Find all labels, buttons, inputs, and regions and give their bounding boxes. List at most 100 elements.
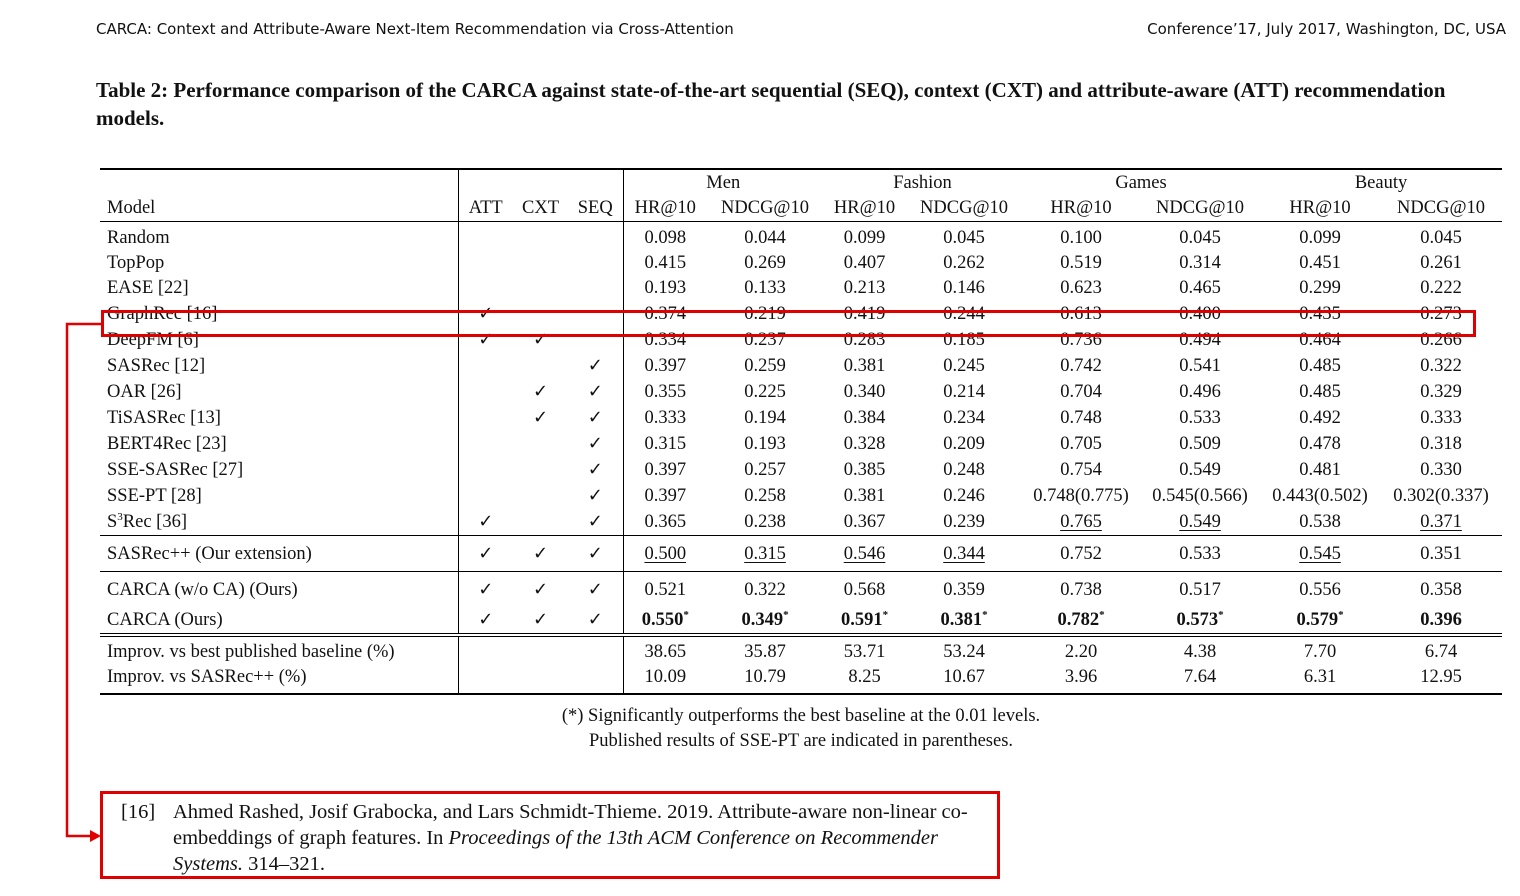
metric-value: 0.213 xyxy=(823,276,906,301)
metric-value: 0.519 xyxy=(1022,251,1140,276)
significance-mark: * xyxy=(1338,608,1344,621)
table-row: EASE [22] 0.193 0.133 0.213 0.146 0.623 0.465 0… xyxy=(100,276,1502,301)
metric-value-text: 35.87 xyxy=(744,642,786,662)
flag-seq xyxy=(568,251,624,276)
metric-value: 38.65 xyxy=(623,633,707,665)
metric-header: NDCG@10 xyxy=(906,196,1023,222)
metric-value-text: 0.451 xyxy=(1299,253,1341,273)
table-row: TiSASRec [13] ✓ ✓ 0.333 0.194 0.384 0.234 0.748… xyxy=(100,405,1502,431)
flag-att: ✓ xyxy=(458,607,513,635)
metric-value-text: 0.415 xyxy=(644,253,687,273)
flag-seq: ✓ xyxy=(568,535,624,572)
metric-value-text: 0.782 xyxy=(1057,609,1100,630)
metric-value: 0.533 xyxy=(1140,535,1261,572)
flag-seq xyxy=(568,221,624,251)
metric-value: 0.299 xyxy=(1260,276,1380,301)
metric-value-text: 0.752 xyxy=(1060,543,1102,564)
metric-value-text: 0.371 xyxy=(1420,511,1462,532)
metric-value-text: 0.100 xyxy=(1060,228,1102,248)
metric-value: 0.322 xyxy=(1380,353,1502,379)
metric-value: 0.209 xyxy=(906,431,1022,457)
flag-cxt xyxy=(513,665,568,695)
model-name: EASE [22] xyxy=(100,276,459,301)
metric-value: 0.333 xyxy=(1380,405,1502,431)
metric-value: 0.704 xyxy=(1022,379,1140,405)
metric-value: 0.318 xyxy=(1380,431,1502,457)
metric-value: 3.96 xyxy=(1022,665,1141,695)
flag-att: ✓ xyxy=(458,301,513,327)
metric-value-text: 0.573 xyxy=(1176,609,1219,630)
metric-header: HR@10 xyxy=(623,196,707,222)
metric-value-text: 0.322 xyxy=(744,579,786,600)
table-row: CARCA (Ours) ✓ ✓ ✓ 0.550* 0.349* 0.591* 0.381* 0… xyxy=(100,607,1502,635)
metric-value: 0.333 xyxy=(623,405,707,431)
model-name: Improv. vs SASRec++ (%) xyxy=(100,665,459,695)
parentheses-note: Published results of SSE-PT are indicate… xyxy=(588,731,1014,751)
check-icon: ✓ xyxy=(587,579,603,600)
flag-att xyxy=(458,633,513,665)
metric-value-text: 0.146 xyxy=(943,278,985,298)
dataset-header: Fashion xyxy=(823,168,1023,196)
metric-value-text: 0.238 xyxy=(744,511,786,532)
model-name: SSE-PT [28] xyxy=(100,483,459,509)
metric-value-text: 0.246 xyxy=(943,485,985,506)
metric-value: 0.579* xyxy=(1260,607,1380,635)
arrow-line xyxy=(65,322,101,838)
table-row: SASRec++ (Our extension) ✓ ✓ ✓ 0.500 0.315 0.5… xyxy=(100,535,1503,572)
metric-value-text: 0.549 xyxy=(1179,459,1221,480)
metric-value: 0.225 xyxy=(707,379,823,405)
metric-value: 7.70 xyxy=(1260,633,1381,665)
model-name-base: S xyxy=(107,511,118,532)
table-row: S3Rec [36] ✓ ✓ 0.365 0.238 0.367 0.239 0.765 0.5… xyxy=(100,509,1502,536)
metric-value: 0.517 xyxy=(1140,571,1261,607)
metric-value: 0.349* xyxy=(707,607,823,635)
metric-value: 0.328 xyxy=(823,431,906,457)
metric-value: 0.549 xyxy=(1140,457,1260,483)
dataset-header: Games xyxy=(1022,168,1261,196)
metric-header: HR@10 xyxy=(1022,196,1141,222)
table-row: SSE-SASRec [27] ✓ 0.397 0.257 0.385 0.248 0.75… xyxy=(100,457,1502,483)
check-icon: ✓ xyxy=(532,579,549,600)
check-icon: ✓ xyxy=(587,407,603,428)
metric-value: 0.238 xyxy=(707,509,823,536)
metric-value-text: 8.25 xyxy=(848,667,881,687)
metric-value: 0.330 xyxy=(1380,457,1502,483)
metric-value-text: 0.396 xyxy=(1420,609,1462,630)
metric-value: 0.754 xyxy=(1022,457,1140,483)
metric-value-text: 0.465 xyxy=(1179,278,1221,298)
metric-value-text: 0.322 xyxy=(1420,355,1462,376)
metric-value: 0.302(0.337) xyxy=(1380,483,1502,509)
flag-seq: ✓ xyxy=(568,405,624,431)
metric-value-text: 0.397 xyxy=(644,485,687,506)
flag-cxt: ✓ xyxy=(513,379,568,405)
metric-value: 0.400 xyxy=(1140,301,1260,327)
metric-value: 0.782* xyxy=(1022,607,1140,635)
metric-value-text: 0.044 xyxy=(744,228,786,248)
check-icon: ✓ xyxy=(587,485,603,506)
metric-value-text: 0.045 xyxy=(1179,228,1221,248)
metric-value: 6.74 xyxy=(1380,633,1503,665)
metric-value: 0.465 xyxy=(1140,276,1260,301)
check-icon: ✓ xyxy=(532,543,549,564)
metric-value-text: 7.64 xyxy=(1183,667,1217,687)
metric-value-text: 0.099 xyxy=(1299,228,1341,248)
metric-value: 0.044 xyxy=(707,222,823,252)
table-row: GraphRec [16] ✓ 0.374 0.219 0.419 0.244 0.613 0… xyxy=(100,301,1502,327)
metric-value-text: 0.045 xyxy=(1420,228,1462,248)
metric-value: 0.397 xyxy=(623,353,707,379)
table-row: SASRec [12] ✓ 0.397 0.259 0.381 0.245 0.742 0.5… xyxy=(100,353,1502,379)
metric-value: 0.045 xyxy=(906,222,1022,252)
metric-value-text: 0.704 xyxy=(1060,381,1102,402)
table-row: Improv. vs SASRec++ (%) 10.09 10.79 8.25 10.… xyxy=(100,665,1503,695)
check-icon: ✓ xyxy=(587,433,603,454)
metric-value-text: 0.214 xyxy=(943,381,985,402)
metric-value: 0.269 xyxy=(707,251,823,276)
metric-value: 0.549 xyxy=(1140,509,1260,536)
metric-value: 12.95 xyxy=(1380,665,1503,695)
metric-value: 0.239 xyxy=(906,509,1022,536)
check-icon: ✓ xyxy=(587,511,603,532)
significance-note: (*) Significantly outperforms the best b… xyxy=(561,706,1041,726)
table-caption: Table 2: Performance comparison of the C… xyxy=(96,78,1446,130)
metric-value: 0.351 xyxy=(1380,535,1503,572)
check-icon: ✓ xyxy=(478,511,494,532)
